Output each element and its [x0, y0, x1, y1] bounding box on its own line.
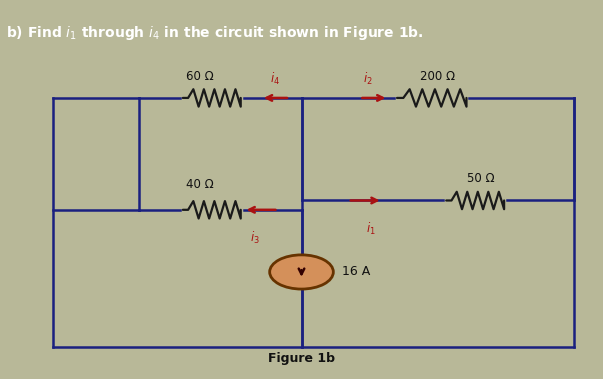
- Text: b) Find $i_1$ through $i_4$ in the circuit shown in Figure 1b.: b) Find $i_1$ through $i_4$ in the circu…: [6, 24, 423, 42]
- Text: $i_3$: $i_3$: [250, 230, 260, 246]
- Text: 16 A: 16 A: [342, 265, 370, 279]
- Text: 40 Ω: 40 Ω: [186, 179, 214, 191]
- Text: $i_4$: $i_4$: [270, 71, 280, 87]
- Text: 200 Ω: 200 Ω: [420, 70, 455, 83]
- Text: $i_1$: $i_1$: [366, 221, 376, 236]
- Text: 60 Ω: 60 Ω: [186, 70, 214, 83]
- Text: Figure 1b: Figure 1b: [268, 352, 335, 365]
- Text: 50 Ω: 50 Ω: [467, 172, 495, 185]
- Circle shape: [270, 255, 333, 289]
- Text: $i_2$: $i_2$: [363, 71, 373, 87]
